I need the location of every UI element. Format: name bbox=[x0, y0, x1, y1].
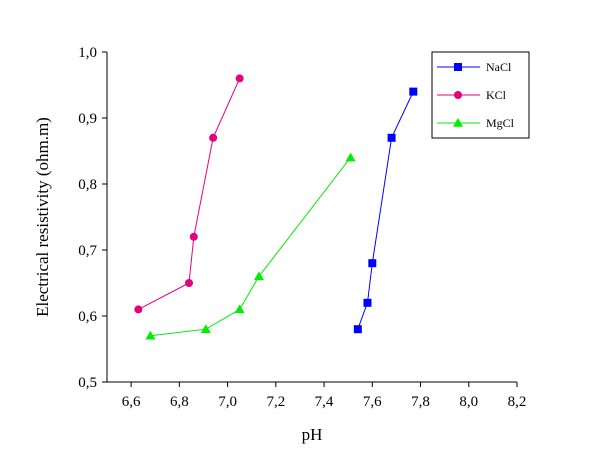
ticks: 6,6 6,8 7,0 7,2 7,4 7,6 7,8 8,0 8,2 0,5 0,6 0,7 0,8 0… bbox=[78, 45, 526, 410]
data-point-kcl bbox=[134, 305, 143, 314]
x-axis-title: pH bbox=[302, 425, 323, 444]
series-mgcl bbox=[145, 152, 356, 340]
data-point-mgcl bbox=[145, 330, 156, 340]
y-tick-label: 0,9 bbox=[78, 111, 97, 127]
series-line-kcl bbox=[138, 78, 241, 310]
data-point-nacl bbox=[353, 325, 362, 334]
x-tick-label: 7,4 bbox=[315, 394, 334, 410]
series-line-mgcl bbox=[150, 157, 351, 337]
legend-label-mgcl: MgCl bbox=[486, 116, 515, 130]
data-point-mgcl bbox=[200, 324, 211, 333]
data-point-mgcl bbox=[345, 152, 356, 162]
data-point-mgcl bbox=[253, 271, 264, 281]
x-tick-label: 6,6 bbox=[122, 394, 141, 410]
legend-item-nacl: NaCl bbox=[437, 60, 512, 74]
data-point-nacl bbox=[363, 298, 372, 307]
y-tick-label: 0,7 bbox=[78, 243, 97, 259]
y-tick-label: 0,8 bbox=[78, 177, 97, 193]
x-tick-label: 6,8 bbox=[170, 394, 189, 410]
legend-label-nacl: NaCl bbox=[486, 60, 512, 74]
x-tick-label: 7,0 bbox=[218, 394, 237, 410]
legend-marker-mgcl bbox=[453, 118, 463, 127]
y-tick-label: 0,5 bbox=[78, 375, 97, 391]
legend-marker-kcl bbox=[454, 91, 462, 99]
legend-marker-nacl bbox=[454, 63, 462, 71]
x-tick-label: 7,6 bbox=[363, 394, 382, 410]
legend-item-kcl: KCl bbox=[437, 88, 507, 102]
legend: NaCl KCl MgCl bbox=[431, 51, 530, 139]
data-point-kcl bbox=[235, 74, 244, 83]
x-tick-label: 8,2 bbox=[508, 394, 527, 410]
y-axis-title: Electrical resistivity (ohm.m) bbox=[33, 117, 52, 317]
data-point-nacl bbox=[368, 259, 377, 268]
series-group bbox=[134, 74, 418, 340]
x-tick-label: 7,2 bbox=[266, 394, 285, 410]
data-point-mgcl bbox=[234, 304, 245, 314]
series-nacl bbox=[353, 87, 418, 334]
data-point-kcl bbox=[209, 133, 218, 142]
x-tick-label: 7,8 bbox=[411, 394, 430, 410]
series-line-nacl bbox=[357, 91, 414, 330]
legend-label-kcl: KCl bbox=[486, 88, 507, 102]
data-point-nacl bbox=[409, 87, 418, 96]
data-point-nacl bbox=[387, 133, 396, 142]
legend-item-mgcl: MgCl bbox=[437, 116, 515, 130]
data-point-kcl bbox=[185, 279, 193, 287]
series-kcl bbox=[134, 74, 244, 314]
data-point-kcl bbox=[189, 232, 198, 241]
x-tick-label: 8,0 bbox=[459, 394, 478, 410]
y-tick-label: 1,0 bbox=[78, 45, 97, 61]
y-tick-label: 0,6 bbox=[78, 309, 97, 325]
